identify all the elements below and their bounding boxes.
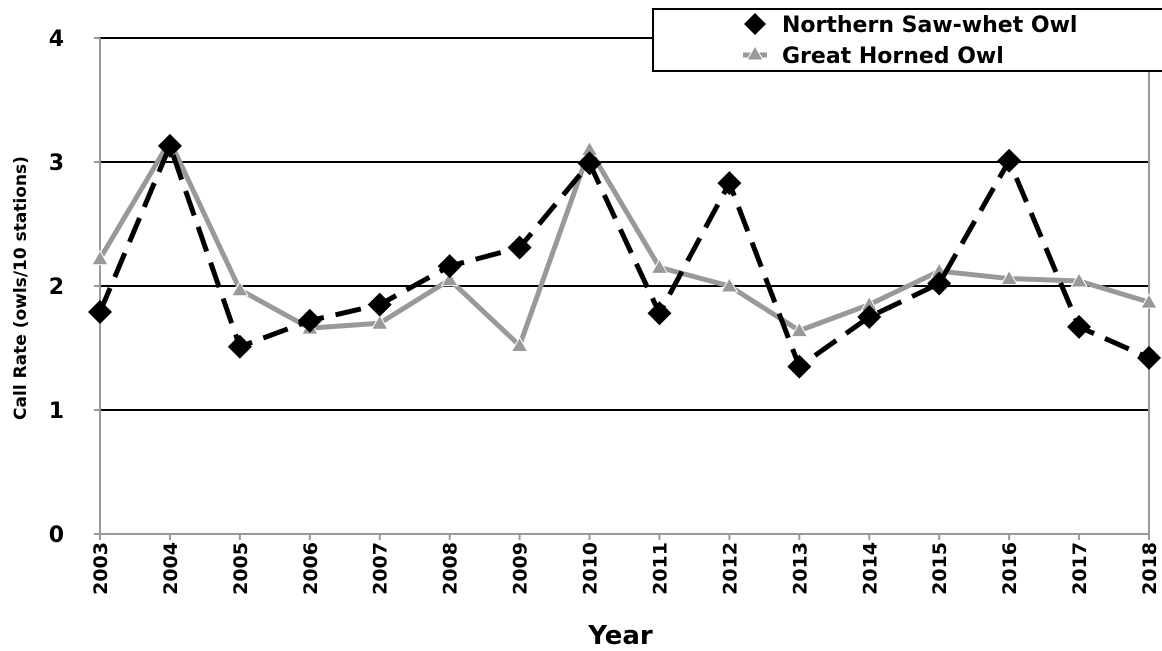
x-tick-label: 2017: [1069, 542, 1091, 595]
series-northern-saw-whet-owl: [88, 133, 1161, 379]
data-point-diamond: [437, 254, 462, 279]
data-point-diamond: [157, 133, 182, 158]
data-point-diamond: [1137, 345, 1161, 370]
x-tick-label: 2018: [1139, 542, 1161, 595]
data-point-diamond: [927, 271, 952, 296]
x-tick-label: 2015: [929, 542, 951, 595]
data-point-diamond: [507, 235, 532, 260]
legend-item: Northern Saw-whet Owl: [744, 13, 1077, 38]
data-point-diamond: [857, 305, 882, 329]
data-point-diamond: [367, 292, 392, 317]
series-great-horned-owl: [91, 131, 1158, 353]
x-tick-label: 2006: [300, 542, 322, 595]
x-tick-label: 2012: [719, 542, 741, 595]
legend-marker-diamond: [744, 13, 766, 35]
data-point-triangle: [510, 336, 529, 353]
legend-label: Great Horned Owl: [782, 44, 1004, 69]
data-point-diamond: [717, 171, 742, 196]
x-tick-label: 2013: [789, 542, 811, 595]
legend-label: Northern Saw-whet Owl: [782, 13, 1077, 38]
x-tick-label: 2007: [370, 542, 392, 595]
legend: Northern Saw-whet Owl Great Horned Owl: [652, 8, 1162, 72]
data-point-diamond: [997, 148, 1022, 173]
y-tick-label: 3: [49, 151, 64, 176]
x-axis-title: Year: [587, 621, 653, 651]
y-tick-label: 2: [49, 275, 64, 300]
x-tick-label: 2009: [510, 542, 532, 595]
data-point-triangle: [720, 276, 739, 293]
y-tick-label: 1: [49, 399, 64, 424]
data-point-triangle: [440, 270, 459, 287]
x-tick-label: 2005: [230, 542, 252, 595]
data-point-triangle: [91, 249, 109, 266]
series-line: [97, 138, 1150, 349]
legend-marker-triangle: [746, 44, 764, 61]
legend-box: [652, 8, 1162, 72]
tick-labels: 0 1 2 3 4 2003 2004 2005 2006 2007 2008 2009 2010 201…: [49, 27, 1161, 595]
data-point-triangle: [790, 321, 809, 338]
data-point-triangle: [1070, 272, 1088, 288]
data-point-diamond: [787, 354, 812, 379]
series-line: [97, 143, 1151, 370]
y-tick-label: 0: [49, 523, 64, 548]
data-point-triangle: [370, 314, 389, 330]
x-tick-label: 2011: [649, 542, 671, 595]
axes: [94, 37, 1150, 540]
legend-item: Great Horned Owl: [743, 44, 1004, 69]
y-tick-label: 4: [49, 27, 64, 52]
x-tick-label: 2004: [160, 542, 182, 595]
data-point-diamond: [297, 308, 322, 333]
gridlines: [100, 37, 1149, 411]
data-point-triangle: [1140, 293, 1158, 309]
data-point-diamond: [647, 301, 672, 326]
data-point-diamond: [88, 300, 112, 325]
series-group: [88, 131, 1161, 379]
x-tick-label: 2008: [440, 542, 462, 595]
x-tick-label: 2010: [580, 542, 602, 595]
data-point-diamond: [577, 151, 602, 176]
data-point-triangle: [1000, 269, 1018, 286]
data-point-triangle: [650, 258, 669, 274]
data-point-diamond: [227, 334, 252, 359]
y-axis-title: Call Rate (owls/10 stations): [11, 156, 31, 420]
x-tick-label: 2003: [90, 542, 112, 595]
data-point-triangle: [231, 280, 249, 297]
x-tick-label: 2016: [999, 542, 1021, 595]
data-point-diamond: [1067, 314, 1092, 339]
x-tick-label: 2014: [859, 542, 881, 595]
